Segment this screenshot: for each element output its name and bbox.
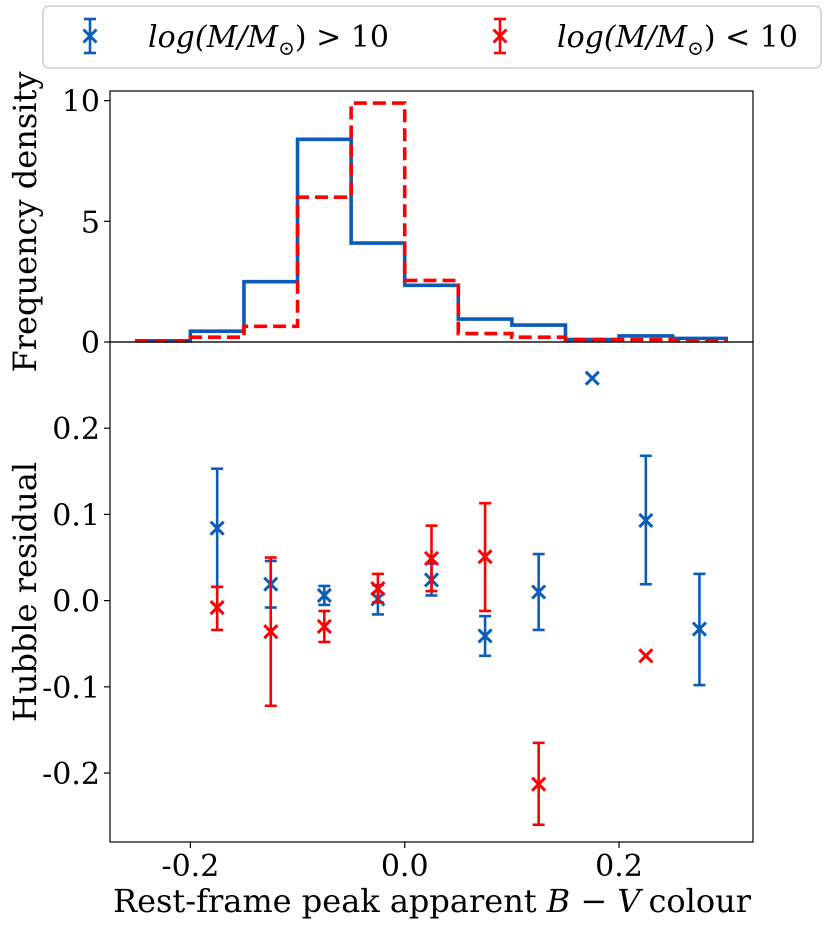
- legend-marker-low-mass: [492, 17, 508, 55]
- data-point-low-mass: [316, 618, 332, 635]
- legend-marker-high-mass: [82, 17, 98, 55]
- data-point-low-mass: [477, 549, 493, 565]
- residual-y-tick-label: 0.2: [52, 412, 100, 447]
- top-axes-border: [109, 90, 754, 343]
- histogram-y-axis-title: Frequency density: [6, 72, 44, 373]
- data-point-high-mass: [691, 621, 707, 637]
- axes-frame: [109, 90, 754, 843]
- histogram-y-tick-label: 5: [81, 205, 100, 240]
- legend-entry-high-mass: log(M/M⊙) > 10: [82, 17, 389, 60]
- histogram-y-ticks: 0 5 10: [62, 85, 110, 361]
- histogram-series: [134, 101, 729, 343]
- residual-x-ticks: -0.2 0.0 0.2: [161, 842, 643, 884]
- legend-frame: [42, 5, 822, 69]
- residual-y-tick-label: -0.1: [42, 671, 100, 706]
- data-point-high-mass: [638, 512, 654, 529]
- legend-label-low-mass: log(M/M⊙) < 10: [557, 20, 798, 60]
- residual-x-tick-label: -0.2: [161, 849, 219, 884]
- residual-y-ticks: -0.2 -0.1 0.0 0.1 0.2: [42, 412, 110, 792]
- data-point-high-mass: [477, 628, 493, 644]
- bottom-axes-border: [109, 341, 754, 843]
- histogram-y-tick-label: 0: [81, 326, 100, 361]
- errorbar-series: [209, 370, 707, 827]
- histogram-line-low-mass: [134, 101, 729, 343]
- residual-y-tick-label: 0.1: [52, 498, 100, 533]
- residual-x-tick-label: 0.2: [595, 849, 643, 884]
- residual-y-tick-label: 0.0: [52, 585, 100, 620]
- data-point-high-mass: [209, 520, 225, 536]
- histogram-y-tick-label: 10: [62, 85, 100, 120]
- data-point-low-mass: [423, 550, 440, 566]
- legend-entry-low-mass: log(M/M⊙) < 10: [492, 17, 798, 60]
- data-point-low-mass: [263, 624, 279, 640]
- errorbar-series-high-mass: [209, 370, 707, 687]
- legend: log(M/M⊙) > 10 log(M/M⊙) < 10: [42, 5, 822, 69]
- data-point-high-mass: [584, 370, 600, 386]
- data-point-low-mass: [531, 776, 547, 792]
- data-point-high-mass: [531, 584, 547, 600]
- legend-label-high-mass: log(M/M⊙) > 10: [148, 20, 389, 60]
- residual-panel: -0.2 -0.1 0.0 0.1 0.2 -0.2 0.0 0.2 Hubble resi…: [6, 370, 752, 920]
- residual-x-tick-label: 0.0: [381, 849, 429, 884]
- data-point-low-mass: [638, 648, 654, 664]
- histogram-line-high-mass: [134, 137, 729, 343]
- residual-y-axis-title: Hubble residual: [6, 462, 44, 722]
- data-point-low-mass: [209, 599, 225, 616]
- errorbar-series-low-mass: [209, 501, 654, 827]
- residual-y-tick-label: -0.2: [42, 757, 100, 792]
- histogram-panel: 0 5 10 Frequency density: [6, 72, 729, 373]
- data-point-low-mass: [370, 580, 386, 597]
- data-point-high-mass: [316, 587, 332, 604]
